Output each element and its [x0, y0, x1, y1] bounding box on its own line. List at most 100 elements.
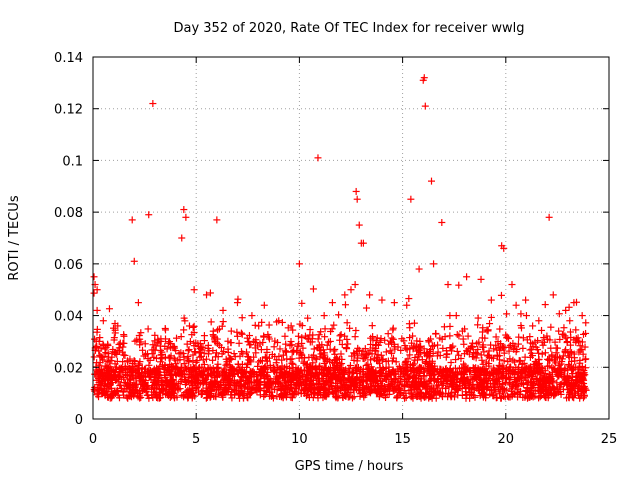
noise-point: [460, 374, 468, 382]
noise-point: [337, 331, 345, 339]
noise-point: [106, 367, 114, 375]
noise-point: [198, 370, 206, 378]
noise-point: [211, 373, 219, 381]
noise-point: [576, 346, 584, 354]
noise-point: [547, 376, 555, 384]
noise-point: [457, 355, 465, 363]
noise-point: [446, 332, 454, 340]
noise-point: [164, 390, 172, 398]
noise-point: [111, 360, 119, 368]
noise-point: [238, 360, 246, 368]
noise-point: [453, 331, 461, 339]
data-point: [275, 317, 283, 325]
noise-point: [578, 376, 586, 384]
noise-point: [344, 385, 352, 393]
y-tick-label: 0.06: [54, 258, 83, 273]
noise-point: [408, 392, 416, 400]
noise-point: [353, 357, 361, 365]
noise-point: [124, 357, 132, 365]
noise-point: [90, 289, 98, 297]
noise-point: [564, 349, 572, 357]
noise-point: [515, 333, 523, 341]
noise-point: [213, 363, 221, 371]
noise-point: [489, 376, 497, 384]
noise-point: [149, 378, 157, 386]
noise-point: [237, 329, 245, 337]
noise-point: [186, 338, 194, 346]
noise-point: [259, 370, 267, 378]
noise-point: [222, 386, 230, 394]
noise-point: [505, 374, 513, 382]
noise-point: [280, 368, 288, 376]
noise-point: [484, 352, 492, 360]
noise-point: [343, 319, 351, 327]
noise-point: [347, 389, 355, 397]
noise-point: [553, 344, 561, 352]
noise-point: [547, 344, 555, 352]
noise-point: [401, 342, 409, 350]
data-point: [378, 296, 386, 304]
noise-point: [428, 359, 436, 367]
noise-point: [447, 359, 455, 367]
noise-point: [193, 384, 201, 392]
noise-point: [505, 347, 513, 355]
noise-point: [435, 381, 443, 389]
noise-point: [236, 389, 244, 397]
noise-point: [508, 391, 516, 399]
noise-point: [476, 380, 484, 388]
noise-point: [422, 378, 430, 386]
noise-point: [433, 352, 441, 360]
noise-point: [212, 353, 220, 361]
noise-point: [247, 356, 255, 364]
noise-point: [548, 363, 556, 371]
noise-point: [366, 346, 374, 354]
noise-point: [162, 377, 170, 385]
noise-point: [209, 331, 217, 339]
noise-point: [474, 381, 482, 389]
noise-point: [446, 367, 454, 375]
noise-point: [283, 373, 291, 381]
noise-point: [414, 351, 422, 359]
noise-point: [281, 386, 289, 394]
noise-point: [379, 365, 387, 373]
noise-point: [369, 336, 377, 344]
noise-point: [93, 391, 101, 399]
x-tick-label: 15: [394, 432, 411, 447]
grid-lines: [93, 57, 609, 419]
noise-point: [453, 347, 461, 355]
data-point: [522, 312, 530, 320]
noise-point: [436, 334, 444, 342]
noise-point: [145, 394, 153, 402]
noise-point: [415, 347, 423, 355]
noise-point: [517, 310, 525, 318]
noise-point: [230, 350, 238, 358]
data-point: [219, 306, 227, 314]
noise-point: [303, 360, 311, 368]
noise-point: [302, 384, 310, 392]
data-point: [203, 291, 211, 299]
noise-point: [526, 333, 534, 341]
noise-point: [452, 356, 460, 364]
noise-point: [331, 371, 339, 379]
noise-point: [442, 353, 450, 361]
noise-point: [506, 341, 514, 349]
noise-point: [581, 384, 589, 392]
noise-point: [434, 348, 442, 356]
noise-point: [240, 370, 248, 378]
noise-point: [541, 349, 549, 357]
noise-point: [218, 390, 226, 398]
noise-point: [350, 368, 358, 376]
noise-point: [167, 370, 175, 378]
noise-point: [504, 358, 512, 366]
noise-point: [315, 331, 323, 339]
noise-point: [308, 353, 316, 361]
noise-point: [551, 357, 559, 365]
noise-point: [163, 376, 171, 384]
noise-point: [418, 364, 426, 372]
noise-point: [214, 360, 222, 368]
data-point: [341, 291, 349, 299]
noise-point: [289, 364, 297, 372]
noise-point: [142, 373, 150, 381]
noise-point: [297, 350, 305, 358]
noise-point: [266, 364, 274, 372]
